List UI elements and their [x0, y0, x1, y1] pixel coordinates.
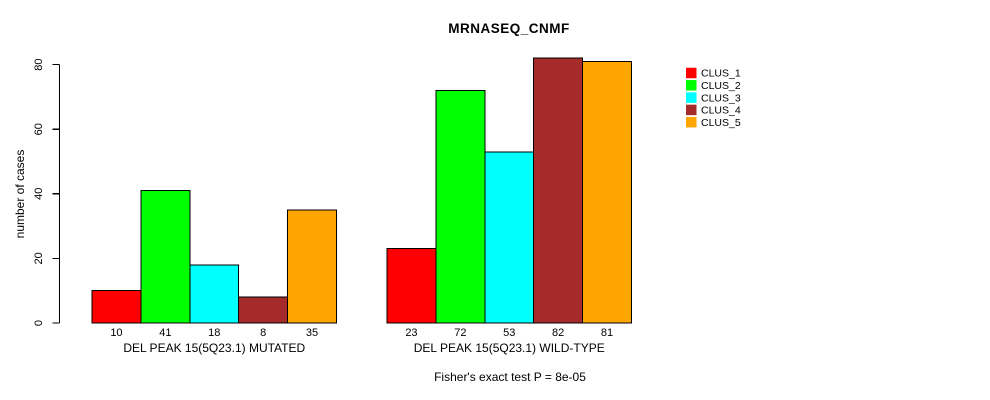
bar-CLUS_2-group1: [140, 190, 191, 324]
bar-CLUS_5-group2: [582, 60, 632, 324]
bar-value-label: 35: [306, 327, 318, 339]
bar-value-label: 10: [110, 327, 122, 339]
bar-value-label: 41: [159, 327, 171, 339]
legend-swatch-CLUS_2: [686, 80, 697, 91]
legend-swatch-CLUS_3: [686, 92, 697, 103]
bar-CLUS_3-group2: [484, 151, 535, 324]
bars-group: [91, 57, 632, 324]
bar-CLUS_1-group1: [91, 290, 142, 324]
bar-CLUS_4-group1: [238, 296, 289, 324]
legend-label-CLUS_5: CLUS_5: [701, 117, 741, 129]
y-axis-label: number of cases: [13, 150, 27, 239]
y-tick-label: 20: [33, 252, 45, 264]
legend-swatch-CLUS_4: [686, 104, 697, 116]
bar-CLUS_4-group2: [533, 57, 584, 324]
bar-value-label: 81: [601, 327, 613, 339]
bar-value-label: 23: [405, 327, 417, 339]
group-label-1: DEL PEAK 15(5Q23.1) MUTATED: [123, 341, 305, 355]
bar-CLUS_1-group2: [386, 248, 437, 324]
y-tick-label: 40: [33, 188, 45, 200]
legend-swatch-CLUS_5: [686, 116, 697, 128]
bar-CLUS_3-group1: [189, 264, 240, 324]
chart-title: MRNASEQ_CNMF: [448, 21, 570, 36]
group-labels: DEL PEAK 15(5Q23.1) MUTATED DEL PEAK 15(5…: [123, 341, 604, 355]
bar-value-label: 18: [208, 327, 220, 339]
bar-CLUS_2-group2: [435, 89, 486, 324]
bar-CLUS_5-group1: [287, 209, 338, 324]
fisher-annotation: Fisher's exact test P = 8e-05: [434, 370, 586, 384]
legend-label-CLUS_3: CLUS_3: [701, 92, 741, 104]
bar-value-label: 82: [552, 327, 564, 339]
bar-value-label: 8: [260, 327, 266, 339]
y-tick-label: 80: [33, 58, 45, 70]
bar-value-labels: 10 41 18 8 35 23 72 53 82 81: [110, 327, 613, 339]
bar-value-label: 72: [454, 327, 466, 339]
y-tick-label: 60: [33, 123, 45, 135]
legend-label-CLUS_2: CLUS_2: [701, 80, 741, 92]
legend-swatch-CLUS_1: [686, 67, 697, 79]
bar-value-label: 53: [503, 327, 515, 339]
legend-label-CLUS_4: CLUS_4: [701, 105, 741, 117]
y-tick-label: 0: [33, 320, 45, 326]
group-label-2: DEL PEAK 15(5Q23.1) WILD-TYPE: [414, 341, 605, 355]
y-axis: 0 20 40 60 80: [33, 58, 61, 326]
legend-label-CLUS_1: CLUS_1: [701, 68, 741, 80]
